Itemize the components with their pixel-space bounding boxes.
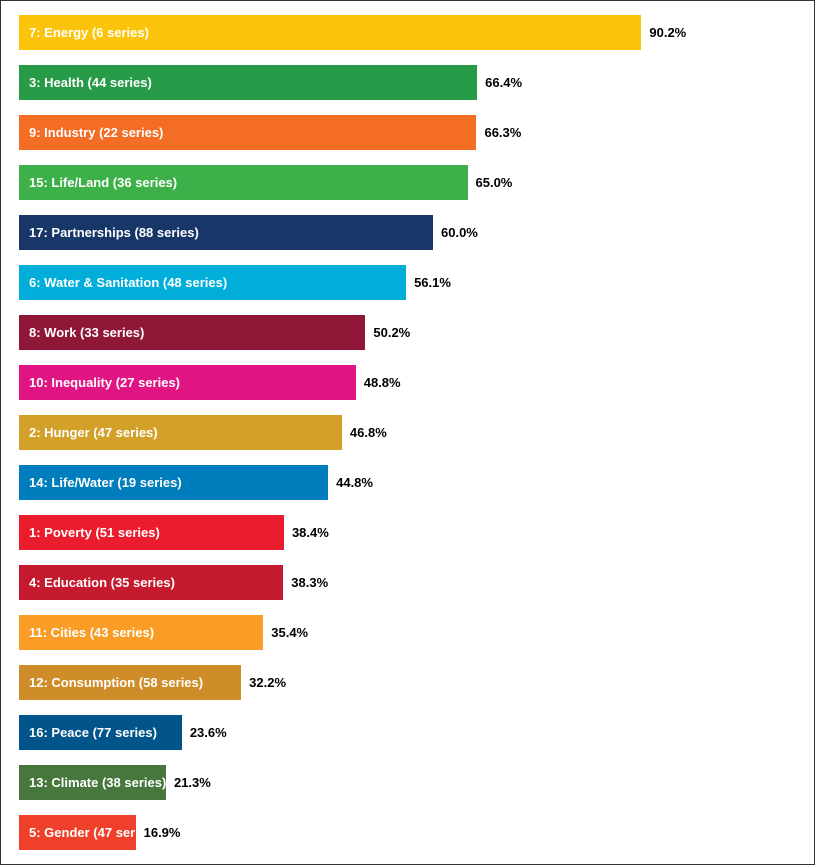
bar-value-label: 56.1% [414,275,451,290]
bar-label: 15: Life/Land (36 series) [29,175,177,190]
bar: 5: Gender (47 series) [19,815,136,850]
bar-label: 16: Peace (77 series) [29,725,157,740]
bar: 8: Work (33 series) [19,315,365,350]
bar-label: 8: Work (33 series) [29,325,144,340]
bar-row: 16: Peace (77 series) 23.6% [19,715,796,750]
bar-row: 6: Water & Sanitation (48 series) 56.1% [19,265,796,300]
bar-label: 17: Partnerships (88 series) [29,225,199,240]
bar-value-label: 50.2% [373,325,410,340]
bar: 17: Partnerships (88 series) [19,215,433,250]
bar: 15: Life/Land (36 series) [19,165,468,200]
bar-value-label: 66.3% [484,125,521,140]
bar-row: 15: Life/Land (36 series) 65.0% [19,165,796,200]
bar-label: 2: Hunger (47 series) [29,425,158,440]
bar-value-label: 38.3% [291,575,328,590]
bar-label: 6: Water & Sanitation (48 series) [29,275,227,290]
bar-value-label: 35.4% [271,625,308,640]
bar-value-label: 23.6% [190,725,227,740]
bar-label: 12: Consumption (58 series) [29,675,203,690]
bar-row: 8: Work (33 series) 50.2% [19,315,796,350]
bar-row: 7: Energy (6 series) 90.2% [19,15,796,50]
bar-value-label: 46.8% [350,425,387,440]
bar: 7: Energy (6 series) [19,15,641,50]
sdg-bar-chart: 7: Energy (6 series) 90.2% 3: Health (44 s… [0,0,815,865]
bar: 6: Water & Sanitation (48 series) [19,265,406,300]
bar-row: 4: Education (35 series) 38.3% [19,565,796,600]
bar-row: 17: Partnerships (88 series) 60.0% [19,215,796,250]
bar: 11: Cities (43 series) [19,615,263,650]
bar-label: 10: Inequality (27 series) [29,375,180,390]
bar-value-label: 16.9% [144,825,181,840]
bar-row: 13: Climate (38 series) 21.3% [19,765,796,800]
bar: 12: Consumption (58 series) [19,665,241,700]
bar-row: 10: Inequality (27 series) 48.8% [19,365,796,400]
bar-row: 2: Hunger (47 series) 46.8% [19,415,796,450]
bar-label: 4: Education (35 series) [29,575,175,590]
bar-row: 11: Cities (43 series) 35.4% [19,615,796,650]
bar: 4: Education (35 series) [19,565,283,600]
bar-value-label: 60.0% [441,225,478,240]
bar-row: 3: Health (44 series) 66.4% [19,65,796,100]
bar-row: 9: Industry (22 series) 66.3% [19,115,796,150]
bar-row: 14: Life/Water (19 series) 44.8% [19,465,796,500]
bar-label: 7: Energy (6 series) [29,25,149,40]
bar-value-label: 44.8% [336,475,373,490]
bar-row: 5: Gender (47 series)16.9% [19,815,796,850]
bar: 3: Health (44 series) [19,65,477,100]
bar-value-label: 48.8% [364,375,401,390]
bar: 2: Hunger (47 series) [19,415,342,450]
bar: 10: Inequality (27 series) [19,365,356,400]
bar: 9: Industry (22 series) [19,115,476,150]
bar-value-label: 66.4% [485,75,522,90]
bar-label: 13: Climate (38 series) [29,775,166,790]
bar-value-label: 38.4% [292,525,329,540]
bar-row: 12: Consumption (58 series) 32.2% [19,665,796,700]
bar-label: 11: Cities (43 series) [29,625,154,640]
bar-label: 1: Poverty (51 series) [29,525,160,540]
bar: 16: Peace (77 series) [19,715,182,750]
bar: 1: Poverty (51 series) [19,515,284,550]
bar: 14: Life/Water (19 series) [19,465,328,500]
bar-value-label: 21.3% [174,775,211,790]
bar-value-label: 32.2% [249,675,286,690]
bar-label: 5: Gender (47 series) [29,825,158,840]
bar-label: 14: Life/Water (19 series) [29,475,182,490]
bar-value-label: 90.2% [649,25,686,40]
bar-label: 3: Health (44 series) [29,75,152,90]
bar-value-label: 65.0% [476,175,513,190]
bar-label: 9: Industry (22 series) [29,125,163,140]
bar-row: 1: Poverty (51 series) 38.4% [19,515,796,550]
bar: 13: Climate (38 series) [19,765,166,800]
